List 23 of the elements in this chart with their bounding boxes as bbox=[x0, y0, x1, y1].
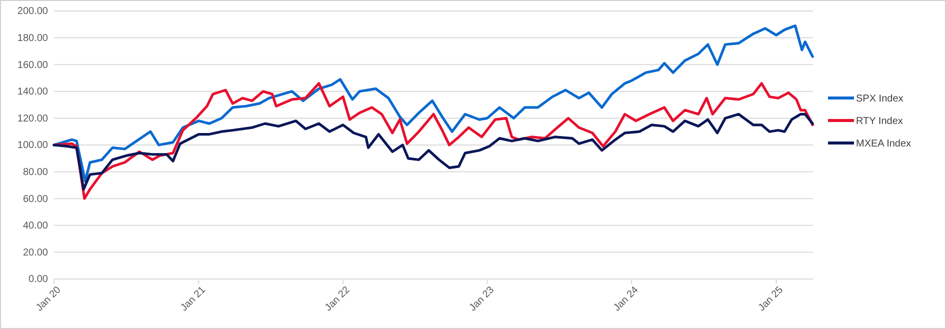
y-tick-label: 140.00 bbox=[17, 86, 48, 98]
x-tick-label: Jan 24 bbox=[612, 284, 642, 314]
x-tick-label: Jan 20 bbox=[34, 284, 64, 314]
line-series bbox=[52, 24, 814, 182]
x-tick-label: Jan 25 bbox=[756, 284, 786, 314]
y-tick-label: 0.00 bbox=[28, 274, 48, 286]
y-tick-label: 20.00 bbox=[22, 247, 48, 258]
line-series bbox=[52, 82, 814, 200]
line-series bbox=[52, 112, 814, 191]
x-tick-label: Jan 21 bbox=[178, 284, 208, 314]
y-tick-label: 60.00 bbox=[22, 194, 48, 205]
x-tick-label: Jan 23 bbox=[467, 284, 497, 314]
y-tick-label: 80.00 bbox=[22, 167, 48, 178]
y-tick-label: 200.00 bbox=[17, 6, 48, 18]
legend-label: MXEA Index bbox=[856, 138, 912, 150]
x-tick-label: Jan 22 bbox=[323, 284, 352, 314]
y-tick-label: 160.00 bbox=[17, 60, 48, 71]
y-tick-label: 120.00 bbox=[17, 113, 48, 124]
y-tick-label: 40.00 bbox=[22, 220, 48, 232]
y-tick-label: 100.00 bbox=[17, 140, 48, 152]
y-tick-label: 180.00 bbox=[17, 33, 48, 44]
legend-label: SPX Index bbox=[856, 94, 904, 104]
legend-label: RTY Index bbox=[856, 116, 903, 127]
